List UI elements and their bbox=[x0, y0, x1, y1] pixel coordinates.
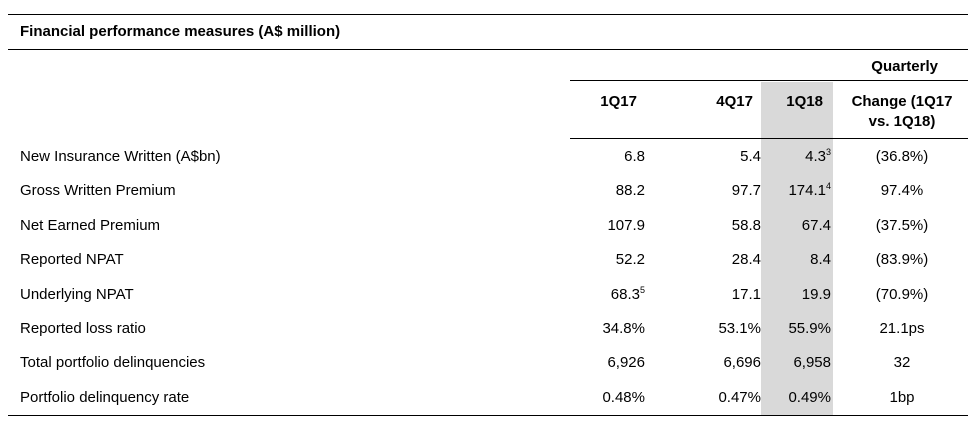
row-label: Net Earned Premium bbox=[20, 216, 161, 234]
row-label: Reported NPAT bbox=[20, 251, 124, 269]
value-1q17-text: 88.2 bbox=[615, 182, 645, 200]
value-1q18-text: 174.1 bbox=[788, 182, 826, 200]
value-1q17: 34.8% bbox=[568, 320, 645, 337]
value-change-text: (36.8%) bbox=[875, 148, 929, 165]
row-label: Portfolio delinquency rate bbox=[20, 388, 190, 406]
value-4q17: 28.4 bbox=[676, 251, 761, 268]
value-4q17: 97.7 bbox=[676, 182, 761, 199]
value-1q17-text: 34.8% bbox=[602, 320, 645, 337]
table-row: Underlying NPAT 68.35 17.1 19.9 (70.9%) bbox=[8, 278, 968, 312]
value-change: 21.1ps bbox=[836, 320, 968, 337]
value-change: (70.9%) bbox=[836, 286, 968, 303]
table-row: Reported NPAT 52.2 28.4 8.4 (83.9%) bbox=[8, 243, 968, 277]
value-1q17: 6.8 bbox=[568, 148, 645, 165]
col-header-1q18: 1Q18 bbox=[786, 93, 823, 110]
row-label: Gross Written Premium bbox=[20, 182, 176, 200]
col-header-1q17: 1Q17 bbox=[600, 93, 637, 110]
value-1q17-text: 107.9 bbox=[607, 216, 645, 234]
value-4q17-text: 5.4 bbox=[740, 148, 761, 165]
value-4q17-text: 97.7 bbox=[731, 182, 761, 200]
bottom-divider bbox=[8, 415, 968, 416]
value-1q18-text: 0.49% bbox=[788, 388, 831, 406]
value-1q17-text: 68.3 bbox=[610, 285, 640, 303]
value-1q18: 6,958 bbox=[761, 354, 831, 371]
value-4q17: 0.47% bbox=[676, 389, 761, 406]
value-change-text: (70.9%) bbox=[875, 285, 929, 303]
value-4q17: 58.8 bbox=[676, 217, 761, 234]
value-4q17: 5.4 bbox=[676, 148, 761, 165]
value-4q17-text: 58.8 bbox=[731, 216, 761, 234]
value-4q17: 6,696 bbox=[676, 354, 761, 371]
value-4q17: 17.1 bbox=[676, 286, 761, 303]
footnote-marker: 4 bbox=[825, 181, 831, 192]
value-1q18: 55.9% bbox=[761, 320, 831, 337]
table-row: New Insurance Written (A$bn) 6.8 5.4 4.33 (3… bbox=[8, 140, 968, 174]
col-header-change: Change (1Q17 vs. 1Q18) bbox=[836, 92, 968, 132]
row-label: New Insurance Written (A$bn) bbox=[20, 148, 221, 165]
value-1q18: 0.49% bbox=[761, 389, 831, 406]
table-row: Gross Written Premium 88.2 97.7 174.14 97.4% bbox=[8, 174, 968, 208]
header-divider bbox=[570, 138, 968, 139]
value-1q18: 174.14 bbox=[761, 181, 831, 200]
table-row: Net Earned Premium 107.9 58.8 67.4 (37.5%) bbox=[8, 209, 968, 243]
value-4q17: 53.1% bbox=[676, 320, 761, 337]
value-1q17: 88.2 bbox=[568, 182, 645, 199]
row-label: Reported loss ratio bbox=[20, 320, 146, 337]
row-label: Total portfolio delinquencies bbox=[20, 354, 206, 372]
row-label: Underlying NPAT bbox=[20, 285, 134, 303]
table-row: Portfolio delinquency rate 0.48% 0.47% 0.49… bbox=[8, 381, 968, 415]
value-change: 1bp bbox=[836, 389, 968, 406]
value-1q18-text: 55.9% bbox=[788, 320, 831, 337]
value-1q18-text: 4.3 bbox=[805, 148, 826, 165]
value-change-text: 21.1ps bbox=[879, 320, 925, 337]
value-change-text: (83.9%) bbox=[875, 251, 929, 269]
value-1q18-text: 6,958 bbox=[793, 354, 831, 372]
change-header-line1: Change (1Q17 bbox=[851, 93, 953, 110]
table-row: Reported loss ratio 34.8% 53.1% 55.9% 21.1ps bbox=[8, 312, 968, 346]
value-1q17: 0.48% bbox=[568, 389, 645, 406]
value-1q18: 19.9 bbox=[761, 286, 831, 303]
value-change: (37.5%) bbox=[836, 217, 968, 234]
value-4q17-text: 28.4 bbox=[731, 251, 761, 269]
value-1q17-text: 6,926 bbox=[607, 354, 645, 372]
value-change-text: 1bp bbox=[889, 388, 915, 406]
value-4q17-text: 6,696 bbox=[723, 354, 761, 372]
value-1q17-text: 0.48% bbox=[602, 388, 645, 406]
value-1q18-text: 8.4 bbox=[810, 251, 831, 269]
value-4q17-text: 0.47% bbox=[718, 388, 761, 406]
table-title: Financial performance measures (A$ milli… bbox=[20, 23, 341, 40]
value-1q18: 8.4 bbox=[761, 251, 831, 268]
value-1q17: 52.2 bbox=[568, 251, 645, 268]
value-change: 97.4% bbox=[836, 182, 968, 199]
value-1q17-text: 6.8 bbox=[624, 148, 645, 165]
value-1q17: 107.9 bbox=[568, 217, 645, 234]
value-1q17: 68.35 bbox=[568, 284, 645, 303]
col-header-4q17: 4Q17 bbox=[716, 93, 753, 110]
highlight-column-1q18 bbox=[761, 82, 833, 416]
quarterly-label: Quarterly bbox=[871, 58, 938, 75]
value-1q17: 6,926 bbox=[568, 354, 645, 371]
value-change-text: 32 bbox=[893, 354, 911, 372]
value-change-text: (37.5%) bbox=[875, 216, 929, 234]
footnote-marker: 3 bbox=[825, 147, 831, 157]
value-1q18-text: 67.4 bbox=[801, 216, 831, 234]
value-4q17-text: 53.1% bbox=[718, 320, 761, 337]
quarterly-group-header: Quarterly bbox=[570, 50, 968, 81]
value-1q17-text: 52.2 bbox=[615, 251, 645, 269]
value-1q18: 4.33 bbox=[761, 147, 831, 166]
table-title-bar: Financial performance measures (A$ milli… bbox=[8, 14, 968, 50]
value-1q18: 67.4 bbox=[761, 217, 831, 234]
value-change: (36.8%) bbox=[836, 148, 968, 165]
footnote-marker: 5 bbox=[639, 284, 645, 295]
value-change-text: 97.4% bbox=[880, 182, 924, 200]
value-change: 32 bbox=[836, 354, 968, 371]
value-4q17-text: 17.1 bbox=[731, 285, 761, 303]
change-header-line2: vs. 1Q18) bbox=[868, 113, 936, 130]
value-change: (83.9%) bbox=[836, 251, 968, 268]
table-row: Total portfolio delinquencies 6,926 6,696 6… bbox=[8, 346, 968, 380]
value-1q18-text: 19.9 bbox=[801, 285, 831, 303]
